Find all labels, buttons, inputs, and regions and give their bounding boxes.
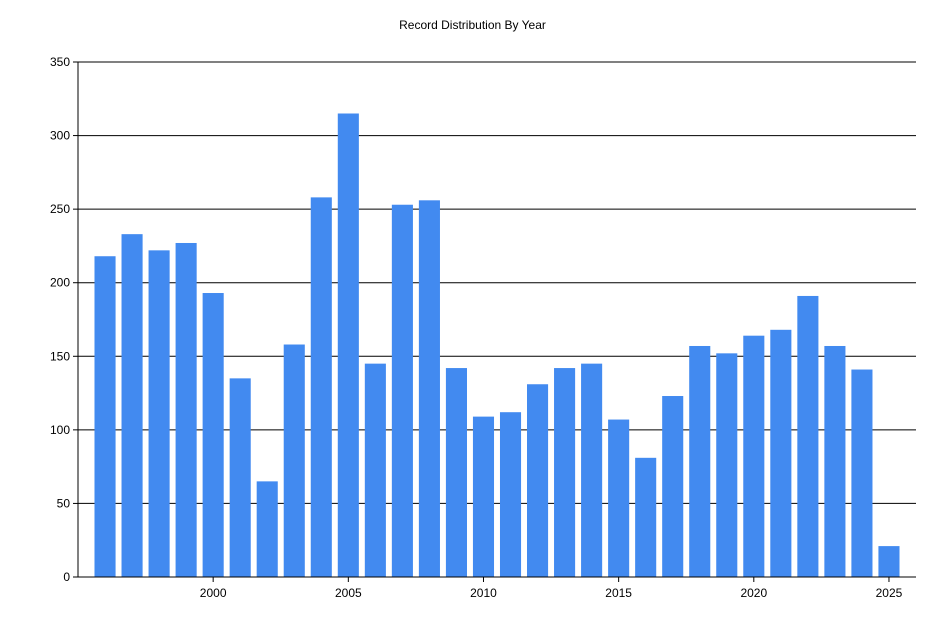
x-tick-label: 2020	[740, 586, 767, 600]
bar-2018	[689, 345, 711, 577]
bar-2007	[391, 204, 413, 577]
bar-2004	[310, 197, 332, 577]
bar-2024	[851, 369, 873, 577]
bar-2002	[256, 481, 278, 577]
bar-2012	[527, 384, 549, 577]
y-tick-label: 50	[57, 496, 71, 510]
bar-2000	[202, 293, 224, 577]
chart-title: Record Distribution By Year	[399, 18, 546, 32]
x-tick-label: 2015	[605, 586, 632, 600]
bar-2008	[418, 200, 440, 578]
x-tick-label: 2025	[876, 586, 903, 600]
y-tick-label: 0	[63, 570, 70, 584]
bar-1998	[148, 250, 170, 578]
bar-2020	[743, 335, 765, 577]
bar-2021	[770, 329, 792, 577]
x-tick-label: 2010	[470, 586, 497, 600]
x-tick-label: 2000	[200, 586, 227, 600]
bar-2014	[581, 363, 603, 577]
bar-2015	[608, 419, 630, 577]
y-tick-label: 150	[50, 349, 70, 363]
y-tick-label: 350	[50, 55, 70, 69]
bar-2009	[445, 368, 467, 577]
bar-2017	[662, 396, 684, 577]
bar-2006	[364, 363, 386, 577]
bar-2011	[499, 412, 522, 577]
bar-2025	[878, 546, 900, 577]
bar-2022	[797, 295, 819, 577]
x-tick-label: 2005	[335, 586, 362, 600]
bar-1997	[121, 234, 143, 577]
bar-2003	[283, 344, 305, 577]
y-tick-label: 250	[50, 202, 70, 216]
y-tick-label: 100	[50, 423, 70, 437]
bar-2010	[472, 416, 495, 577]
y-tick-label: 200	[50, 276, 70, 290]
bar-2016	[635, 457, 657, 577]
bar-2013	[554, 368, 576, 577]
bar-1996	[94, 256, 116, 577]
bar-1999	[175, 242, 197, 577]
bar-2019	[716, 353, 738, 577]
bar-2005	[337, 113, 359, 577]
y-tick-label: 300	[50, 129, 70, 143]
bar-2001	[229, 378, 251, 577]
bar-2023	[824, 345, 846, 577]
